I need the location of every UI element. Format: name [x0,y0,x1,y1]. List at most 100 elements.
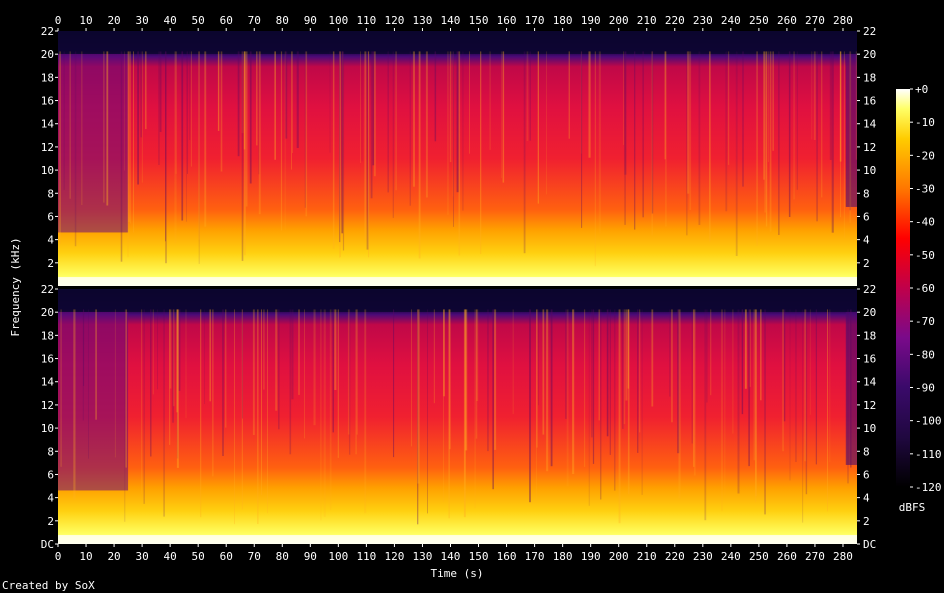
colorbar-tick-label: -10 [915,116,935,129]
x-tick-label: 150 [469,550,489,563]
spectral-streak [686,51,688,236]
spectral-streak [687,51,690,194]
y-tick-label-left: 10 [41,422,54,435]
spectral-streak [448,309,450,519]
spectral-streak [802,309,804,523]
spectral-streak [704,309,707,521]
spectral-streak [241,51,244,134]
spectral-streak [843,51,845,239]
x-tick-label: 280 [833,14,853,27]
spectral-streak [417,309,419,525]
y-tick-label-left: 10 [41,164,54,177]
spectral-streak [443,309,445,397]
spectral-streak [624,51,627,175]
spectral-streak [594,51,596,267]
high-frequency-band [58,31,857,54]
spectral-streak [592,309,595,464]
spectral-streak [114,309,116,458]
spectral-streak [453,51,454,227]
spectral-streak [796,51,798,190]
spectral-streak [69,51,71,199]
y-tick-label-right: 12 [863,399,876,412]
y-tick-label-left: 2 [47,515,54,528]
spectral-streak [373,51,376,177]
spectral-streak [494,309,497,450]
x-axis-top: 0 10 20 30 40 50 60 70 80 90 100 110 120 130 140 150 160… [55,14,853,31]
spectral-streak [447,51,449,215]
y-tick-label-right: 16 [863,353,876,366]
spectral-streak [296,51,299,148]
x-tick-label: 10 [79,14,92,27]
channel-1-spectrogram [58,31,857,286]
spectral-streak [756,51,758,246]
spectral-streak [329,51,331,153]
spectral-streak [217,51,220,131]
spectral-streak [278,309,280,430]
x-tick-label: 0 [55,550,62,563]
y-tick-label-right: DC [863,538,876,551]
spectral-streak [157,309,158,390]
spectral-streak [465,309,468,451]
spectral-streak [243,51,246,150]
x-tick-label: 40 [164,550,177,563]
spectral-streak [565,309,567,419]
spectral-streak [639,309,641,433]
spectral-streak [141,51,143,183]
y-tick-label-right: 14 [863,118,877,131]
spectral-streak [200,309,202,518]
spectral-streak [449,51,452,163]
spectral-streak [341,51,344,234]
x-tick-label: 70 [248,550,261,563]
spectral-streak [267,309,268,514]
x-tick-label: 270 [805,550,825,563]
spectral-streak [550,309,553,467]
x-tick-label: 50 [192,14,205,27]
spectral-streak [749,309,751,387]
quiet-outro-region [845,53,857,207]
spectral-streak [73,309,76,500]
spectral-streak [361,51,363,162]
spectral-streak [741,309,744,415]
y-tick-label-right: 20 [863,306,876,319]
spectral-streak [671,309,673,423]
spectral-streak [480,51,482,255]
spectral-streak [258,51,260,175]
spectral-streak [469,51,470,154]
x-tick-label: 80 [276,14,289,27]
spectral-streak [591,309,593,438]
spectral-streak [83,309,85,386]
x-tick-label: 260 [777,550,797,563]
x-tick-label: 240 [721,14,741,27]
y-tick-label-left: 12 [41,141,54,154]
spectral-streak [244,51,246,256]
spectral-streak [128,51,130,222]
colorbar-label: dBFS [899,501,926,514]
spectral-streak [677,309,680,454]
spectral-streak [755,309,757,497]
spectral-streak [782,309,784,452]
y-tick-label-right: 22 [863,283,876,296]
spectral-streak [538,309,539,406]
x-tick-label: 140 [441,550,461,563]
spectral-streak [140,51,142,138]
x-tick-label: 250 [749,550,769,563]
spectral-streak [332,51,335,249]
colorbar [896,89,910,487]
spectral-streak [765,51,768,227]
y-tick-label-right: 14 [863,376,877,389]
spectral-streak [778,51,780,236]
spectral-streak [755,309,757,503]
spectral-streak [763,51,765,180]
spectral-streak [252,309,255,435]
spectral-streak [753,309,755,461]
x-tick-label: 210 [637,550,657,563]
spectral-streak [795,309,797,462]
x-tick-label: 260 [777,14,797,27]
spectral-streak [748,309,750,467]
spectral-streak [323,309,326,517]
spectral-streak [710,309,712,396]
spectral-streak [356,309,358,435]
x-tick-label: 280 [833,550,853,563]
spectral-streak [831,51,834,233]
spectral-streak [568,51,570,139]
